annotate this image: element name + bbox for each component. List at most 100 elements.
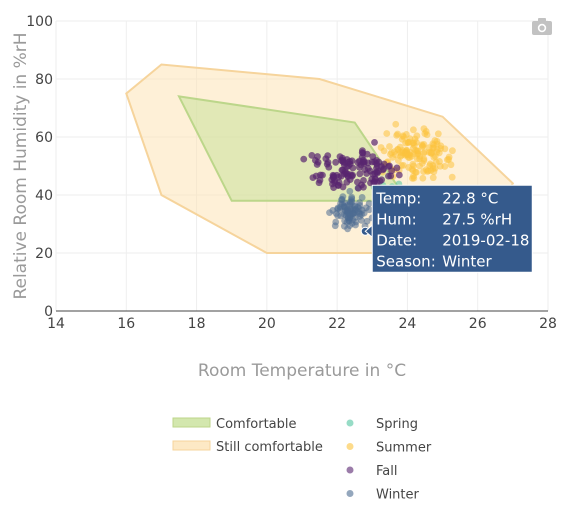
point-fall (371, 138, 378, 146)
point-fall (373, 160, 380, 167)
legend-label[interactable]: Comfortable (216, 417, 297, 432)
legend-label[interactable]: Fall (376, 464, 397, 479)
legend-marker-fall[interactable] (346, 466, 354, 474)
point-winter (329, 207, 337, 214)
legend-marker-spring[interactable] (346, 419, 354, 427)
point-fall (337, 172, 345, 180)
point-summer (392, 120, 400, 128)
point-summer (409, 167, 417, 174)
y-tick-label: 100 (26, 14, 53, 30)
x-tick-label: 24 (399, 316, 417, 332)
point-summer (399, 149, 407, 157)
point-fall (309, 174, 317, 182)
point-winter (344, 225, 352, 233)
y-tick-label: 20 (35, 246, 53, 262)
point-summer (445, 155, 453, 163)
point-summer (380, 147, 388, 155)
tooltip-box (371, 184, 533, 273)
y-tick-label: 80 (35, 72, 53, 88)
x-tick-label: 16 (117, 316, 135, 332)
point-fall (344, 173, 352, 180)
point-winter (348, 195, 356, 203)
point-winter (352, 221, 359, 229)
point-winter (365, 200, 373, 207)
point-summer (409, 126, 417, 134)
legend-swatch-still-comfortable[interactable] (172, 440, 211, 451)
point-summer (386, 143, 393, 150)
point-summer (429, 174, 437, 182)
legend-marker-summer[interactable] (346, 443, 354, 450)
point-fall (375, 168, 382, 175)
point-summer (419, 143, 426, 151)
point-summer (410, 174, 418, 182)
tooltip-value: Winter (442, 252, 492, 270)
point-summer (416, 162, 423, 170)
y-axis-title: Relative Room Humidity in %rH (11, 32, 31, 299)
point-fall (359, 158, 367, 166)
axes: Room Temperature in °C Relative Room Hum… (11, 14, 557, 381)
x-tick-label: 20 (258, 316, 276, 332)
legend-label[interactable]: Spring (376, 417, 418, 432)
tooltip-value: 22.8 °C (442, 189, 498, 207)
point-fall (353, 178, 361, 186)
camera-icon[interactable] (532, 18, 552, 35)
point-winter (334, 212, 342, 220)
point-fall (332, 158, 340, 166)
point-summer (420, 155, 428, 163)
x-tick-label: 22 (328, 316, 346, 332)
tooltip-label: Hum: (376, 210, 416, 228)
point-summer (414, 150, 422, 158)
tooltip-label: Season: (376, 252, 436, 270)
point-fall (325, 163, 333, 171)
point-summer (409, 160, 417, 168)
point-winter (332, 218, 340, 226)
legend-label[interactable]: Winter (376, 488, 420, 503)
point-winter (365, 206, 373, 214)
legend-marker-winter[interactable] (346, 490, 354, 497)
point-summer (448, 173, 456, 181)
legend-swatch-comfortable[interactable] (172, 417, 211, 428)
point-summer (434, 130, 442, 138)
point-fall (354, 184, 362, 192)
x-tick-label: 18 (188, 316, 206, 332)
point-fall (363, 170, 371, 177)
point-fall (372, 175, 379, 183)
point-fall (395, 171, 403, 179)
point-fall (344, 158, 352, 166)
tooltip-value: 27.5 %rH (442, 210, 512, 228)
x-tick-label: 28 (539, 316, 557, 332)
y-tick-label: 60 (35, 130, 53, 146)
point-fall (311, 156, 319, 164)
y-tick-label: 40 (35, 188, 53, 204)
point-summer (420, 149, 428, 157)
point-summer (441, 145, 449, 153)
point-fall (393, 164, 401, 172)
point-summer (413, 132, 421, 140)
point-winter (338, 195, 346, 203)
point-summer (429, 162, 437, 169)
point-winter (345, 210, 353, 218)
point-summer (400, 133, 408, 141)
hover-tooltip: Temp: 22.8 °C Hum: 27.5 %rH Date: 2019-02-18 S… (360, 184, 533, 273)
point-summer (406, 149, 414, 156)
legend-label[interactable]: Summer (376, 441, 432, 456)
point-summer (406, 138, 413, 146)
point-summer (399, 161, 407, 169)
point-summer (433, 137, 441, 145)
point-summer (447, 161, 455, 169)
point-summer (396, 143, 404, 151)
point-summer (424, 168, 431, 175)
point-fall (329, 174, 337, 181)
point-summer (425, 149, 433, 156)
legend: Comfortable Still comfortable Spring Summer… (172, 417, 432, 503)
point-winter (346, 187, 354, 195)
point-fall (363, 150, 371, 158)
point-fall (317, 171, 324, 179)
point-fall (385, 163, 393, 170)
point-summer (419, 174, 427, 182)
point-fall (343, 178, 351, 186)
legend-label[interactable]: Still comfortable (216, 440, 323, 455)
point-fall (356, 163, 363, 171)
x-tick-label: 14 (47, 316, 65, 332)
